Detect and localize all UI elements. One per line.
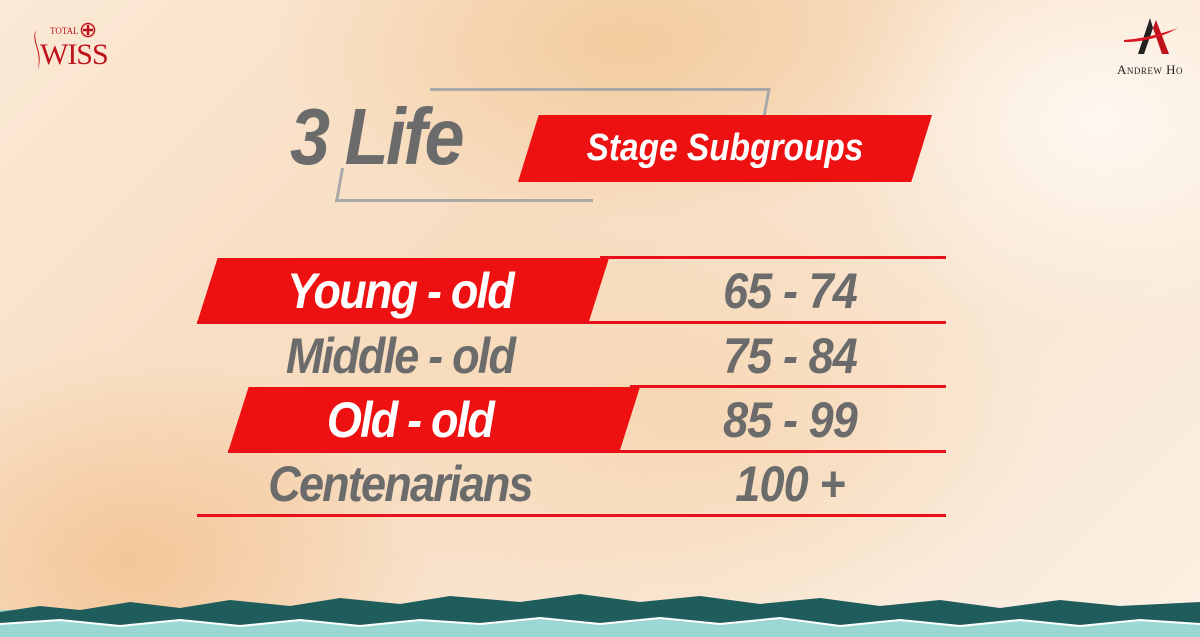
total-swiss-logo: TOTAL WISS <box>30 20 140 76</box>
divider-line <box>197 321 946 324</box>
title-highlight-box: Stage Subgroups <box>518 115 932 182</box>
divider-line <box>228 450 946 453</box>
row-label: Young - old <box>287 263 515 319</box>
row-highlight-band <box>197 258 609 323</box>
andrew-ho-a-mark-icon <box>1124 18 1178 54</box>
logo-total-text: TOTAL <box>50 26 79 36</box>
logo-andrew-text: Andrew Ho <box>1116 62 1184 77</box>
row-range: 65 - 74 <box>723 263 858 319</box>
row-label: Centenarians <box>268 456 533 512</box>
row-range: 75 - 84 <box>723 328 858 384</box>
torn-paper-edge <box>0 594 1200 637</box>
row-range: 85 - 99 <box>723 392 858 448</box>
title-bracket-top <box>430 88 770 91</box>
cross-circle-icon <box>80 22 96 38</box>
page-title: 3 Life <box>290 92 465 181</box>
page-subtitle: Stage Subgroups <box>586 127 864 169</box>
andrew-ho-logo: Andrew Ho <box>1100 14 1200 84</box>
divider-line <box>197 514 946 517</box>
row-label: Old - old <box>326 392 495 448</box>
row-range: 100 + <box>735 456 845 512</box>
divider-line <box>630 385 946 388</box>
title-bracket-top-vertical <box>762 88 771 118</box>
row-highlight-band <box>228 387 640 452</box>
divider-line <box>600 256 946 259</box>
logo-swiss-text: WISS <box>40 38 109 71</box>
title-bracket-bottom <box>335 199 593 202</box>
swiss-s-swoosh-icon <box>34 30 40 70</box>
row-label: Middle - old <box>285 328 516 384</box>
